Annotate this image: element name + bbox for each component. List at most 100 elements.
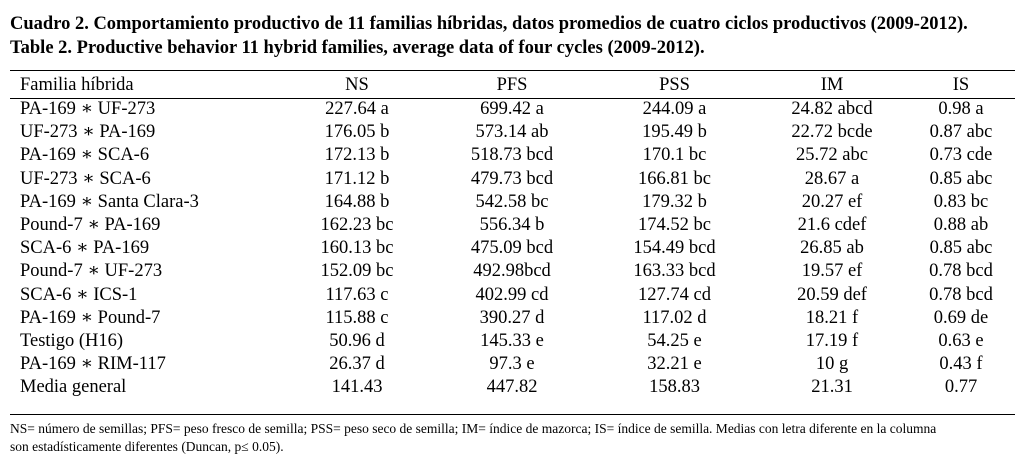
cell-pfs: 518.73 bcd	[470, 145, 554, 166]
cell-im: 17.19 f	[805, 331, 859, 352]
cell-pss: 154.49 bcd	[633, 238, 716, 259]
footnote-line-1: NS= número de semillas; PFS= peso fresco…	[10, 421, 937, 436]
cell-ns: 171.12 b	[324, 168, 390, 189]
table-row: PA-169 ∗ Pound-7 115.88 c 390.27 d 117.02 d…	[10, 307, 1015, 330]
cell-im: 25.72 abc	[796, 145, 868, 166]
cell-im: 19.57 ef	[801, 261, 863, 282]
cell-familia: PA-169 ∗ Pound-7	[20, 307, 161, 328]
cell-im: 18.21 f	[805, 307, 859, 328]
table-row: PA-169 ∗ RIM-117 26.37 d 97.3 e 32.21 e 10 g…	[10, 353, 1015, 376]
table-row: PA-169 ∗ UF-273 227.64 a 699.42 a 244.09 a 2…	[10, 98, 1015, 121]
cell-im: 21.31	[811, 377, 853, 398]
header-pfs: PFS	[496, 75, 528, 95]
caption-english: Table 2. Productive behavior 11 hybrid f…	[10, 38, 705, 58]
cell-im: 20.27 ef	[801, 191, 863, 212]
cell-pss: 32.21 e	[647, 354, 702, 375]
table-row: Media general 141.43 447.82 158.83 21.31 0.77	[10, 376, 1015, 399]
cell-pss: 158.83	[649, 377, 700, 398]
cell-ns: 152.09 bc	[320, 261, 394, 282]
cell-pss: 195.49 b	[642, 122, 707, 143]
caption-spanish: Cuadro 2. Comportamiento productivo de 1…	[10, 14, 968, 34]
cell-is: 0.98 a	[938, 99, 984, 119]
cell-ns: 115.88 c	[325, 307, 389, 328]
cell-pss: 174.52 bc	[638, 215, 711, 236]
cell-pfs: 447.82	[486, 377, 538, 398]
table-row: Testigo (H16) 50.96 d 145.33 e 54.25 e 17.19…	[10, 330, 1015, 353]
cell-ns: 172.13 b	[324, 145, 390, 166]
cell-ns: 227.64 a	[325, 99, 389, 119]
cell-familia: Pound-7 ∗ UF-273	[20, 261, 163, 282]
cell-pss: 166.81 bc	[638, 168, 711, 189]
cell-pfs: 556.34 b	[479, 215, 545, 236]
top-rule	[10, 70, 1015, 71]
cell-familia: PA-169 ∗ SCA-6	[20, 145, 150, 166]
table-row: PA-169 ∗ SCA-6 172.13 b 518.73 bcd 170.1 bc…	[10, 144, 1015, 167]
header-row: Familia híbrida NS PFS PSS IM IS	[10, 73, 1015, 98]
cell-pfs: 699.42 a	[480, 99, 544, 119]
cell-im: 24.82 abcd	[791, 99, 873, 119]
header-pss: PSS	[659, 75, 690, 95]
cell-ns: 164.88 b	[324, 191, 390, 212]
cell-is: 0.43 f	[939, 354, 983, 375]
cell-ns: 117.63 c	[325, 284, 389, 305]
table-row: Pound-7 ∗ PA-169 162.23 bc 556.34 b 174.52 …	[10, 214, 1015, 237]
cell-im: 22.72 bcde	[791, 122, 873, 143]
cell-is: 0.85 abc	[929, 168, 993, 189]
cell-ns: 162.23 bc	[320, 215, 394, 236]
footnote-line-2: son estadísticamente diferentes (Duncan,…	[10, 439, 284, 454]
cell-is: 0.78 bcd	[929, 284, 993, 305]
header-rule	[10, 98, 1015, 99]
cell-pss: 117.02 d	[642, 307, 707, 328]
cell-familia: Media general	[20, 377, 127, 398]
cell-ns: 50.96 d	[329, 331, 385, 352]
cell-pfs: 402.99 cd	[475, 284, 549, 305]
cell-is: 0.63 e	[938, 331, 984, 352]
cell-im: 28.67 a	[804, 168, 860, 189]
cell-is: 0.73 cde	[929, 145, 993, 166]
cell-pfs: 573.14 ab	[475, 122, 549, 143]
cell-familia: PA-169 ∗ RIM-117	[20, 354, 166, 375]
cell-im: 21.6 cdef	[797, 215, 867, 236]
cell-pss: 179.32 b	[642, 191, 707, 212]
table-row: UF-273 ∗ SCA-6 171.12 b 479.73 bcd 166.81 b…	[10, 168, 1015, 191]
cell-pss: 170.1 bc	[642, 145, 707, 166]
cell-familia: PA-169 ∗ Santa Clara-3	[20, 191, 199, 212]
cell-familia: UF-273 ∗ SCA-6	[20, 168, 151, 189]
cell-is: 0.83 bc	[933, 191, 989, 212]
cell-im: 10 g	[815, 354, 849, 375]
cell-pfs: 475.09 bcd	[470, 238, 554, 259]
cell-pss: 244.09 a	[642, 99, 707, 119]
cell-pfs: 145.33 e	[480, 331, 544, 352]
cell-is: 0.77	[944, 377, 978, 398]
cell-im: 26.85 ab	[800, 238, 864, 259]
cell-is: 0.78 bcd	[929, 261, 993, 282]
table-row: SCA-6 ∗ PA-169 160.13 bc 475.09 bcd 154.49 …	[10, 237, 1015, 260]
footnote: NS= número de semillas; PFS= peso fresco…	[10, 420, 1020, 456]
table-row: Pound-7 ∗ UF-273 152.09 bc 492.98bcd 163.33…	[10, 260, 1015, 283]
cell-is: 0.85 abc	[929, 238, 993, 259]
header-im: IM	[820, 75, 844, 95]
cell-familia: UF-273 ∗ PA-169	[20, 122, 156, 143]
cell-pfs: 97.3 e	[489, 354, 535, 375]
cell-ns: 176.05 b	[324, 122, 390, 143]
cell-pfs: 492.98bcd	[473, 261, 551, 282]
header-ns: NS	[345, 75, 369, 95]
table-row: UF-273 ∗ PA-169 176.05 b 573.14 ab 195.49 b…	[10, 121, 1015, 144]
header-is: IS	[952, 75, 970, 95]
cell-pss: 163.33 bcd	[633, 261, 716, 282]
cell-pfs: 479.73 bcd	[470, 168, 554, 189]
data-table: Familia híbrida NS PFS PSS IM IS PA-169 …	[10, 73, 1015, 400]
cell-is: 0.69 de	[933, 307, 989, 328]
cell-pfs: 542.58 bc	[475, 191, 549, 212]
cell-familia: SCA-6 ∗ ICS-1	[20, 284, 138, 305]
cell-familia: PA-169 ∗ UF-273	[20, 99, 156, 119]
cell-pss: 54.25 e	[647, 331, 702, 352]
cell-familia: Pound-7 ∗ PA-169	[20, 215, 161, 236]
header-familia: Familia híbrida	[20, 75, 134, 95]
table-row: PA-169 ∗ Santa Clara-3 164.88 b 542.58 bc 1…	[10, 191, 1015, 214]
cell-im: 20.59 def	[797, 284, 867, 305]
bottom-rule	[10, 414, 1015, 415]
table-row: SCA-6 ∗ ICS-1 117.63 c 402.99 cd 127.74 cd 2…	[10, 284, 1015, 307]
table-body: PA-169 ∗ UF-273 227.64 a 699.42 a 244.09 a 2…	[10, 98, 1015, 400]
